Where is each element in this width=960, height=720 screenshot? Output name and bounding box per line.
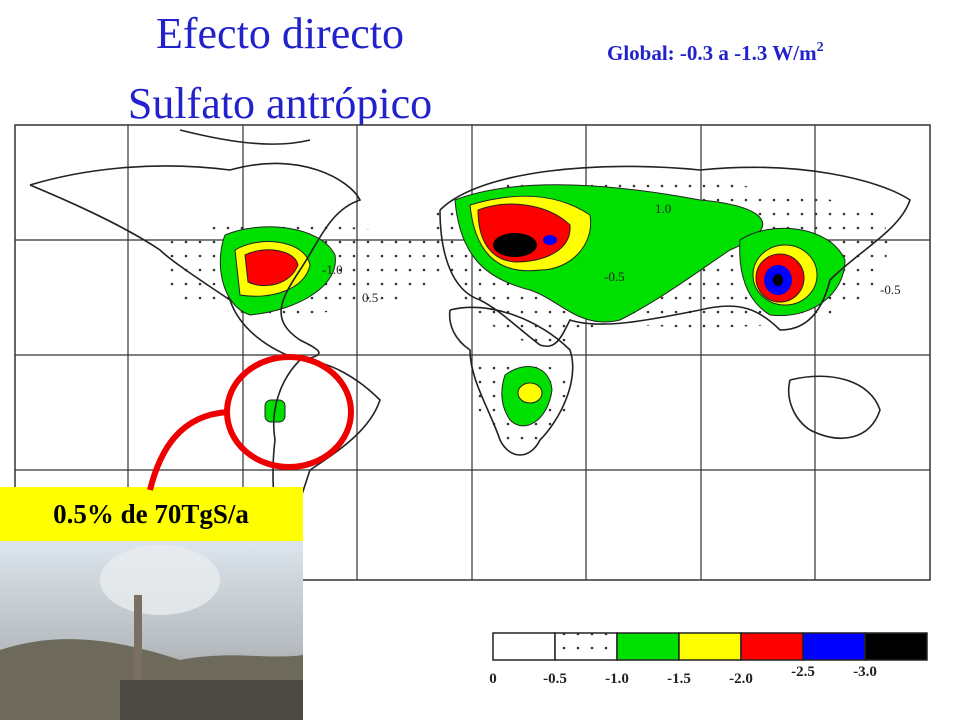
black-region [493, 233, 537, 257]
forcing-fields [160, 176, 888, 448]
contour-label: -1.0 [322, 262, 343, 277]
title-line-1: Efecto directo [156, 9, 404, 58]
legend-swatch [864, 632, 928, 661]
legend-label: -3.0 [853, 664, 877, 680]
annotation: 0.5% de 70TgS/a [53, 499, 249, 529]
legend: 0 -0.5 -1.0 -1.5 -2.0 -2.5 -3.0 [489, 632, 928, 687]
contour-label: -0.5 [604, 269, 625, 284]
legend-swatch [678, 632, 742, 661]
legend-label: -2.0 [729, 671, 753, 687]
photo-plant [120, 680, 303, 720]
global-forcing-superscript: 2 [817, 40, 824, 55]
red-region [244, 249, 299, 287]
legend-label: 0 [489, 671, 497, 687]
photo-chimney [134, 595, 142, 695]
black-region [773, 274, 783, 286]
contour-label: 1.0 [655, 201, 671, 216]
annotation-box [0, 487, 303, 541]
highlight-connector [147, 409, 229, 491]
contour-label: 0.5 [362, 290, 378, 305]
legend-label: -2.5 [791, 664, 815, 680]
global-forcing-text: Global: -0.3 a -1.3 W/m [607, 41, 817, 65]
legend-label: -1.5 [667, 671, 691, 687]
legend-label: -1.0 [605, 671, 629, 687]
legend-label: -0.5 [543, 671, 567, 687]
photo [0, 540, 303, 720]
legend-swatch [802, 632, 866, 661]
legend-swatch [492, 632, 556, 661]
blue-region [543, 235, 557, 245]
contour-label: -0.5 [880, 282, 901, 297]
legend-swatch [616, 632, 680, 661]
legend-swatch-pattern [555, 633, 617, 660]
legend-swatch [740, 632, 804, 661]
yellow-region [517, 382, 543, 404]
global-forcing: Global: -0.3 a -1.3 W/m2 [607, 40, 824, 65]
title-line-2: Sulfato antrópico [128, 79, 432, 128]
photo-smoke [100, 545, 220, 615]
